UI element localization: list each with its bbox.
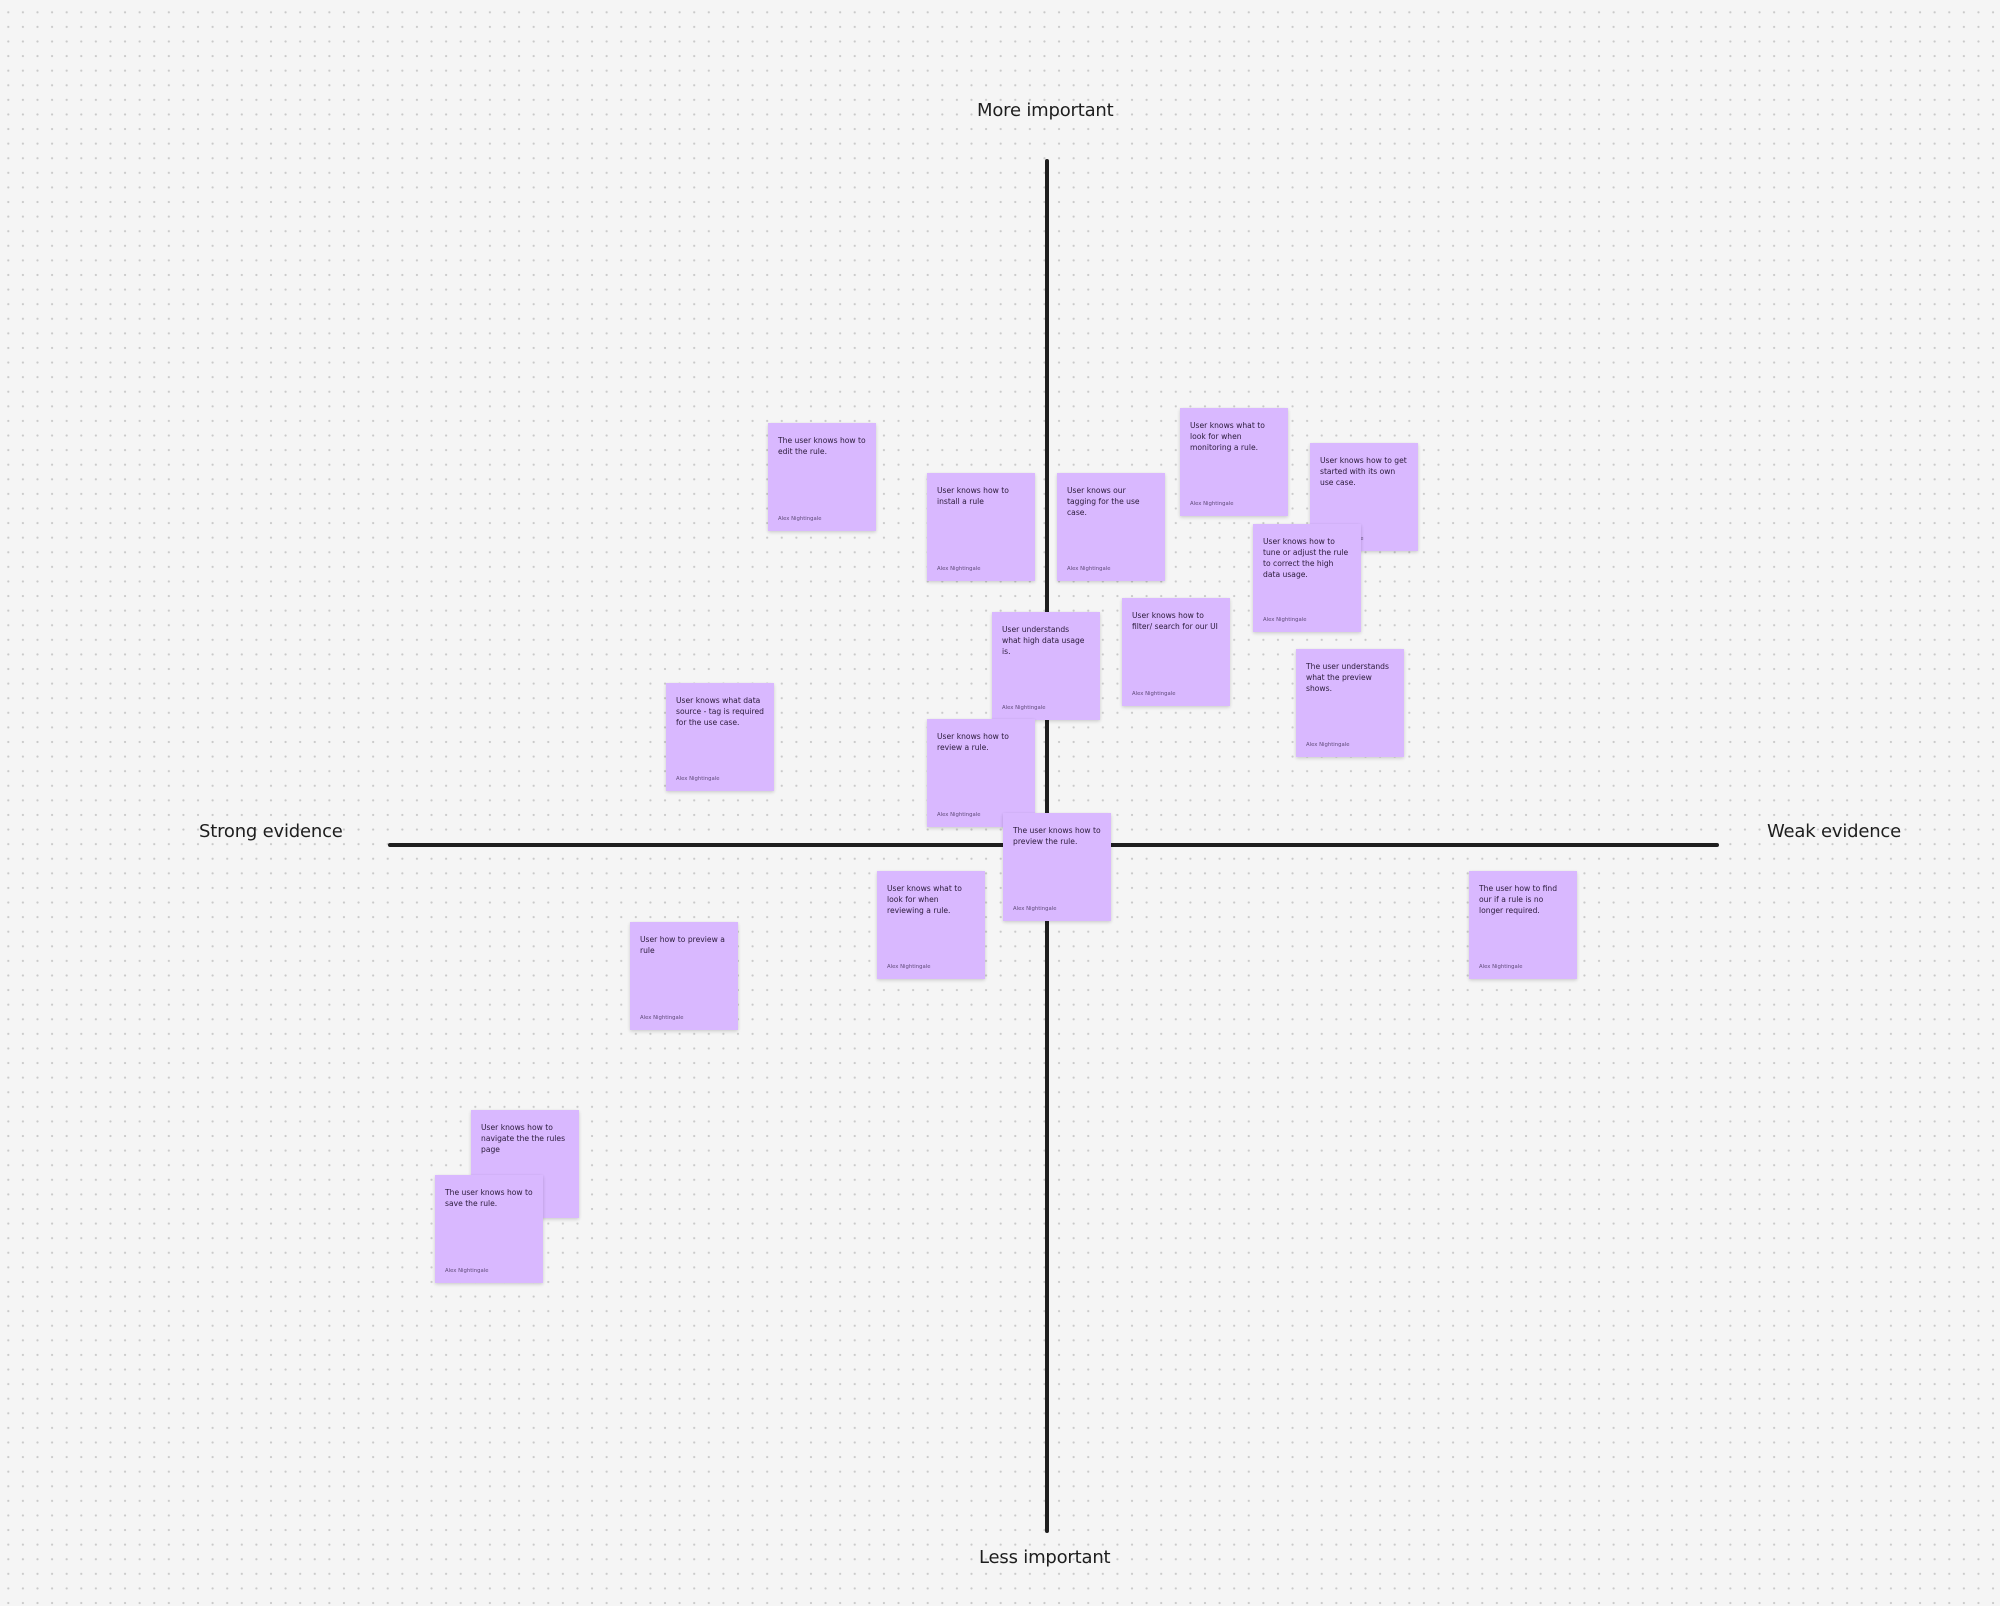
sticky-note-author: Alex Nightingale [1306, 742, 1350, 748]
sticky-note[interactable]: User knows what data source - tag is req… [666, 683, 774, 791]
sticky-note-text: The user knows how to edit the rule. [778, 436, 866, 456]
sticky-note-author: Alex Nightingale [937, 566, 981, 572]
sticky-note-author: Alex Nightingale [676, 776, 720, 782]
sticky-note-author: Alex Nightingale [1067, 566, 1111, 572]
sticky-note[interactable]: User understands what high data usage is… [992, 612, 1100, 720]
sticky-note[interactable]: User knows how to review a rule. Alex Ni… [927, 719, 1035, 827]
sticky-note-text: User knows how to filter/ search for our… [1132, 611, 1218, 631]
sticky-note[interactable]: User knows how to install a rule Alex Ni… [927, 473, 1035, 581]
sticky-note[interactable]: The user knows how to save the rule. Ale… [435, 1175, 543, 1283]
sticky-note[interactable]: User knows what to look for when reviewi… [877, 871, 985, 979]
sticky-note-author: Alex Nightingale [1263, 617, 1307, 623]
axis-label-top[interactable]: More important [977, 100, 1114, 121]
sticky-note-text: User knows what to look for when reviewi… [887, 884, 962, 915]
sticky-note[interactable]: The user knows how to edit the rule. Ale… [768, 423, 876, 531]
sticky-note-text: The user knows how to preview the rule. [1013, 826, 1101, 846]
sticky-note-text: User knows how to review a rule. [937, 732, 1009, 752]
sticky-note[interactable]: User knows our tagging for the use case.… [1057, 473, 1165, 581]
sticky-note[interactable]: The user how to find our if a rule is no… [1469, 871, 1577, 979]
sticky-note-author: Alex Nightingale [1002, 705, 1046, 711]
sticky-note[interactable]: User knows what to look for when monitor… [1180, 408, 1288, 516]
sticky-note-author: Alex Nightingale [445, 1268, 489, 1274]
sticky-note-text: User knows how to tune or adjust the rul… [1263, 537, 1349, 579]
sticky-note[interactable]: User knows how to filter/ search for our… [1122, 598, 1230, 706]
axis-label-bottom[interactable]: Less important [979, 1547, 1111, 1568]
axis-label-left[interactable]: Strong evidence [199, 821, 343, 842]
sticky-note-text: The user understands what the preview sh… [1306, 662, 1389, 693]
sticky-note-text: User how to preview a rule [640, 935, 725, 955]
sticky-note-text: The user how to find our if a rule is no… [1479, 884, 1558, 915]
sticky-note-text: User knows how to install a rule [937, 486, 1009, 506]
sticky-note-text: User knows how to navigate the the rules… [481, 1123, 566, 1154]
sticky-note-author: Alex Nightingale [778, 516, 822, 522]
sticky-note-text: The user knows how to save the rule. [445, 1188, 533, 1208]
sticky-note-text: User understands what high data usage is… [1002, 625, 1085, 656]
sticky-note-text: User knows how to get started with its o… [1320, 456, 1407, 487]
axis-label-right[interactable]: Weak evidence [1767, 821, 1901, 842]
sticky-note[interactable]: User how to preview a rule Alex Nighting… [630, 922, 738, 1030]
sticky-note-text: User knows what to look for when monitor… [1190, 421, 1265, 452]
sticky-note[interactable]: The user knows how to preview the rule. … [1003, 813, 1111, 921]
sticky-note-author: Alex Nightingale [1013, 906, 1057, 912]
sticky-note-author: Alex Nightingale [887, 964, 931, 970]
sticky-note[interactable]: User knows how to tune or adjust the rul… [1253, 524, 1361, 632]
sticky-note-author: Alex Nightingale [1190, 501, 1234, 507]
sticky-note[interactable]: The user understands what the preview sh… [1296, 649, 1404, 757]
sticky-note-author: Alex Nightingale [640, 1015, 684, 1021]
sticky-note-author: Alex Nightingale [1479, 964, 1523, 970]
sticky-note-text: User knows our tagging for the use case. [1067, 486, 1140, 517]
sticky-note-text: User knows what data source - tag is req… [676, 696, 764, 727]
sticky-note-author: Alex Nightingale [1132, 691, 1176, 697]
sticky-note-author: Alex Nightingale [937, 812, 981, 818]
